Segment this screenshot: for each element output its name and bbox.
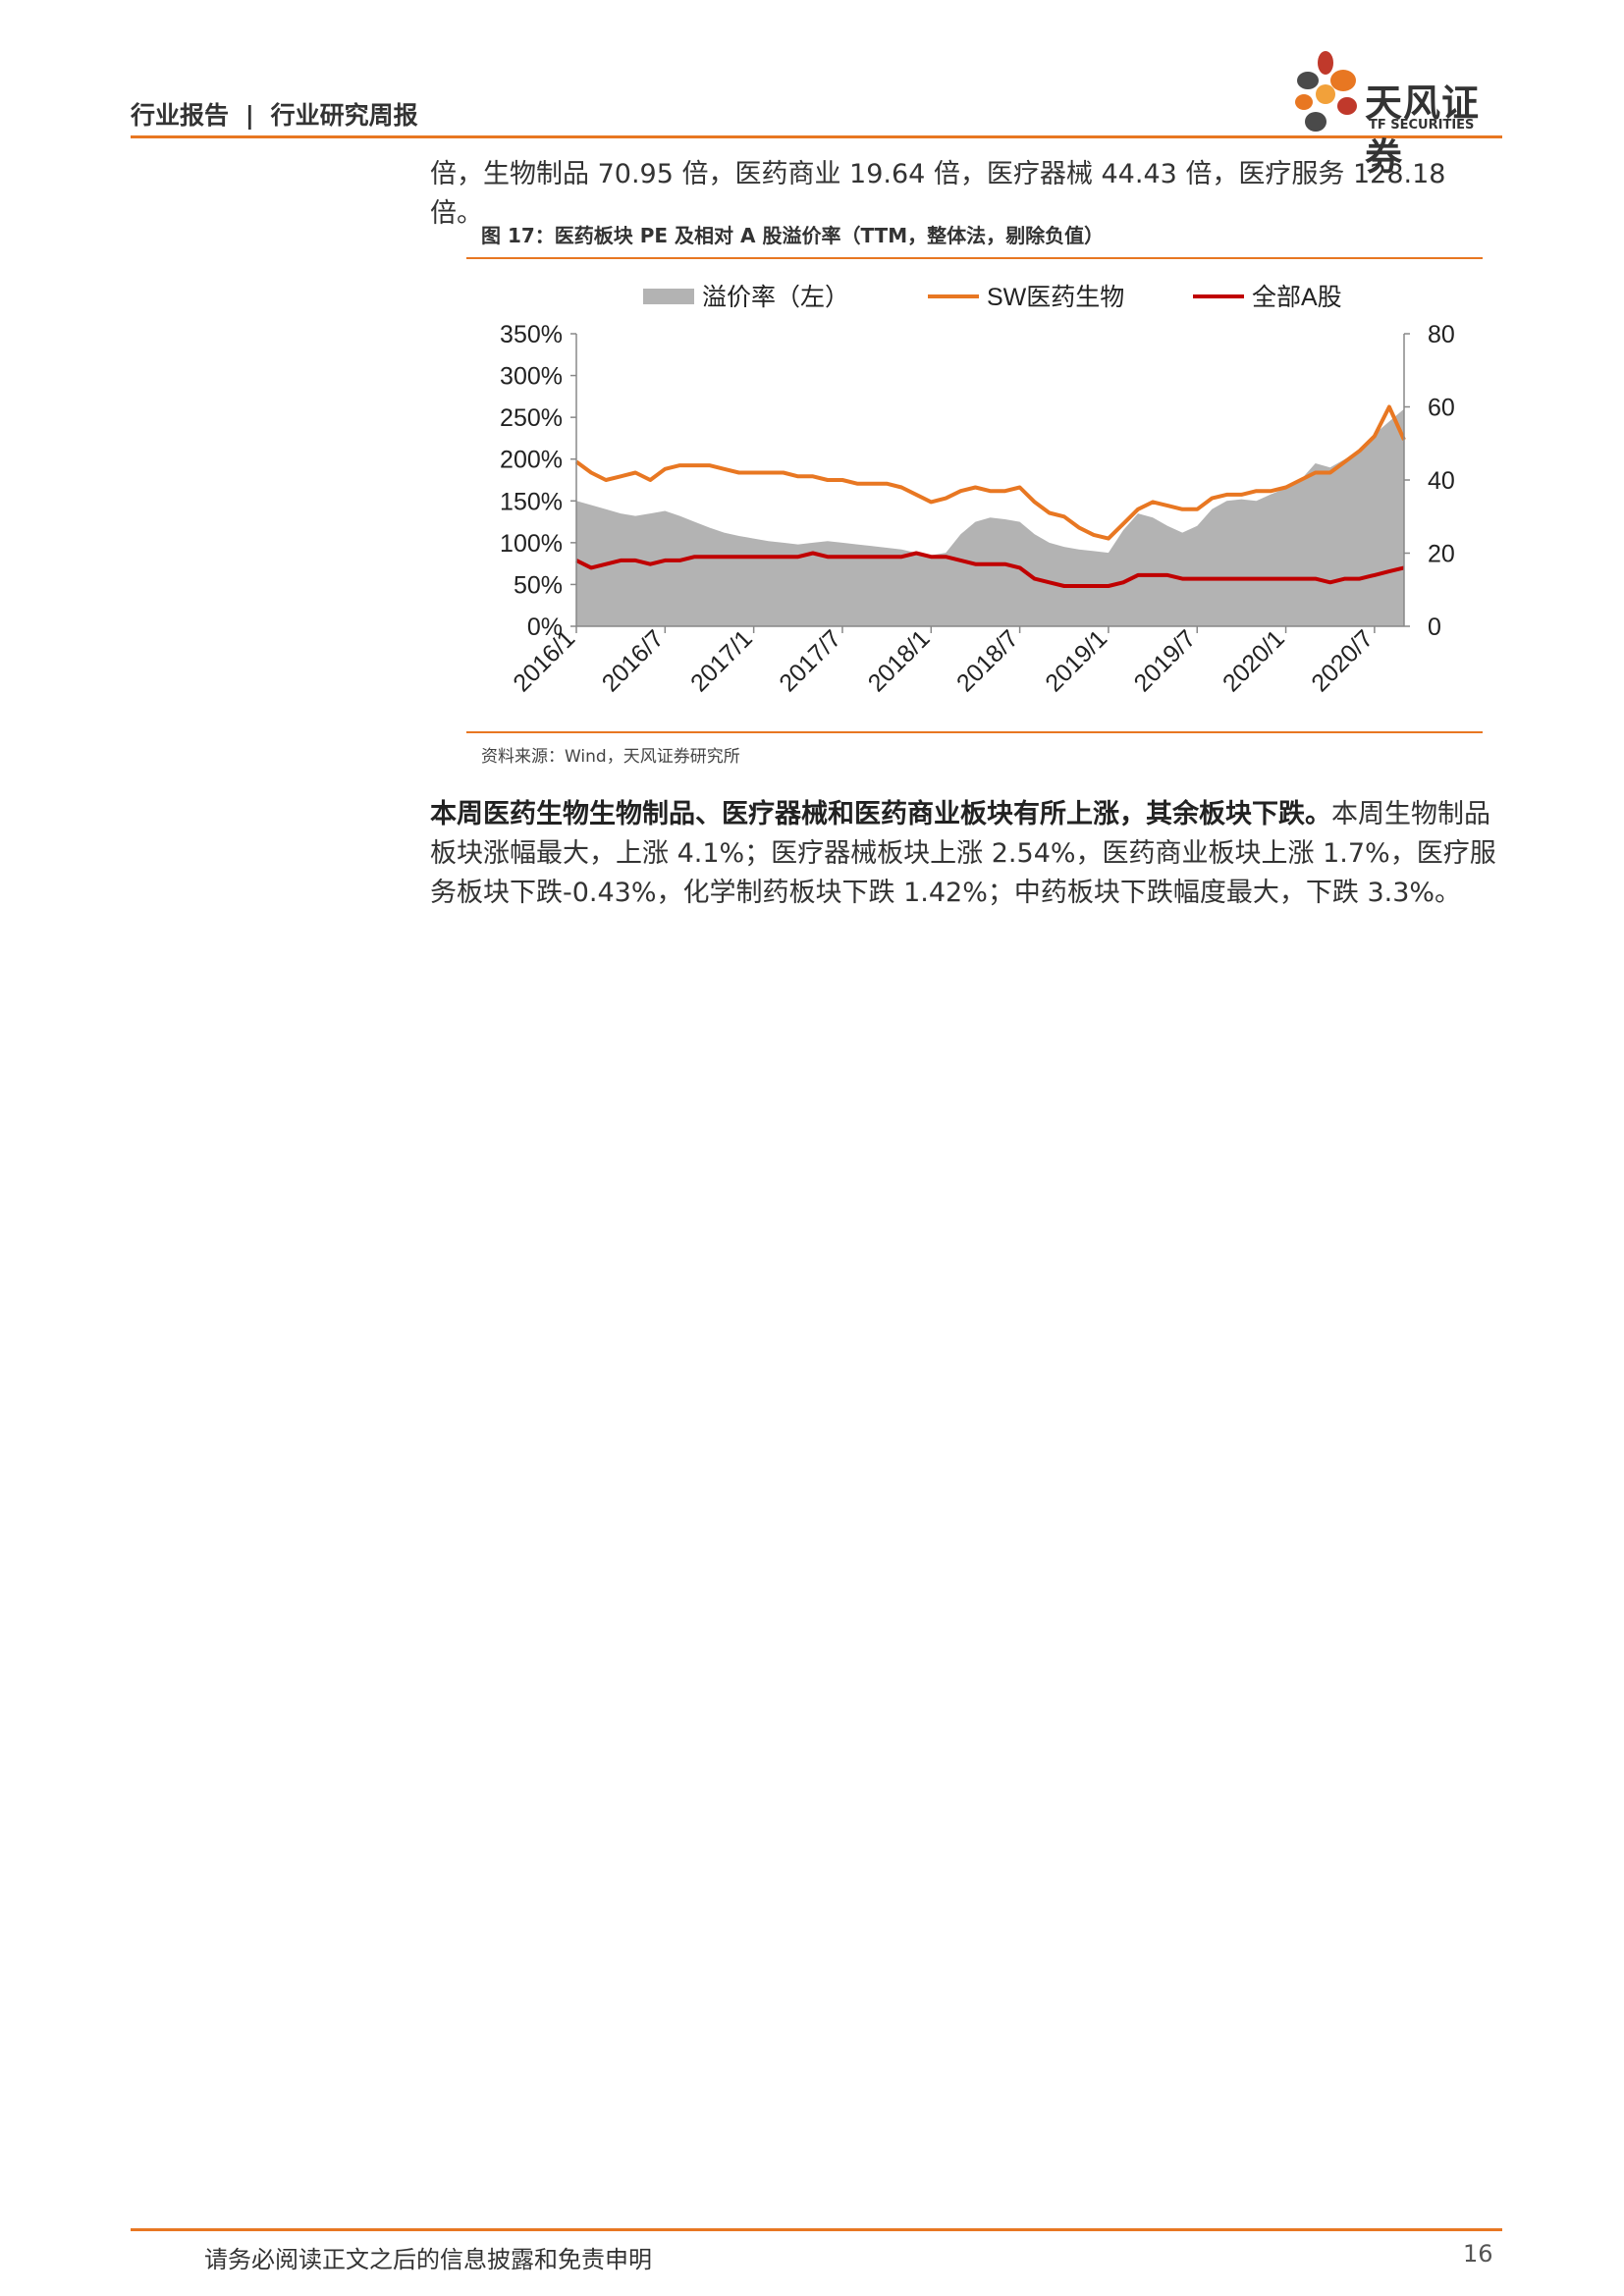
y-left-tick-label: 200%: [500, 447, 563, 474]
page-number: 16: [1463, 2240, 1493, 2268]
logo-english: TF SECURITIES: [1369, 118, 1475, 133]
report-header: 行业报告 | 行业研究周报: [131, 96, 418, 132]
y-left-tick-label: 350%: [500, 321, 563, 348]
x-tick-label: 2017/1: [685, 624, 758, 697]
x-tick-label: 2020/7: [1306, 624, 1379, 697]
x-tick-label: 2020/1: [1218, 624, 1290, 697]
company-logo: 天风证券 TF SECURITIES: [1286, 51, 1512, 179]
legend-swatch-premium: [643, 289, 694, 304]
y-left-tick-label: 150%: [500, 488, 563, 515]
y-left-tick-label: 300%: [500, 363, 563, 391]
footer-disclaimer: 请务必阅读正文之后的信息披露和免责申明: [204, 2246, 652, 2273]
body-text: 本周生物制品板块涨幅最大，上涨 4.1%；医疗器械板块上涨 2.54%，医药商业…: [430, 799, 1496, 908]
y-right-tick-label: 60: [1428, 395, 1455, 422]
header-rule: [131, 135, 1502, 138]
header-separator: |: [244, 101, 254, 130]
x-tick-label: 2017/7: [774, 624, 846, 697]
y-right-tick-label: 20: [1428, 541, 1455, 568]
legend-label: 全部A股: [1252, 284, 1342, 311]
body-paragraph: 本周医药生物生物制品、医疗器械和医药商业板块有所上涨，其余板块下跌。本周生物制品…: [430, 795, 1502, 913]
footer-rule: [131, 2228, 1502, 2231]
y-left-tick-label: 0%: [527, 614, 563, 641]
x-tick-label: 2019/7: [1129, 624, 1202, 697]
legend-label: SW医药生物: [987, 284, 1124, 311]
x-tick-label: 2018/7: [951, 624, 1024, 697]
intro-paragraph: 倍，生物制品 70.95 倍，医药商业 19.64 倍，医疗器械 44.43 倍…: [430, 159, 1446, 229]
x-tick-label: 2016/7: [597, 624, 670, 697]
report-subtype: 行业研究周报: [270, 101, 418, 130]
logo-name: 天风证券: [1365, 81, 1481, 179]
series-line-2: [575, 551, 1405, 588]
body-bold-lead: 本周医药生物生物制品、医疗器械和医药商业板块有所上涨，其余板块下跌。: [430, 799, 1331, 829]
y-left-tick-label: 250%: [500, 404, 563, 432]
y-right-tick-label: 40: [1428, 467, 1455, 495]
figure-source: 资料来源：Wind，天风证券研究所: [481, 747, 740, 767]
pe-premium-chart: 0% 50% 100% 150% 200% 250% 300% 350% 0 20 40 60 80 20…: [500, 284, 1455, 697]
y-right-tick-label: 80: [1428, 321, 1455, 348]
legend-label: 溢价率（左）: [702, 284, 849, 311]
y-left-tick-label: 100%: [500, 530, 563, 558]
figure-title: 图 17：医药板块 PE 及相对 A 股溢价率（TTM，整体法，剔除负值）: [481, 224, 1105, 247]
report-type: 行业报告: [131, 101, 230, 130]
figure-top-rule: [466, 257, 1483, 259]
x-tick-label: 2018/1: [863, 624, 936, 697]
y-right-tick-label: 0: [1428, 614, 1441, 641]
figure-bottom-rule: [466, 731, 1483, 733]
series-area-premium: [576, 408, 1404, 626]
y-left-tick-label: 50%: [514, 571, 563, 599]
flower-logo-icon: [1295, 51, 1357, 132]
x-tick-label: 2019/1: [1040, 624, 1112, 697]
series-line-1: [574, 404, 1406, 541]
